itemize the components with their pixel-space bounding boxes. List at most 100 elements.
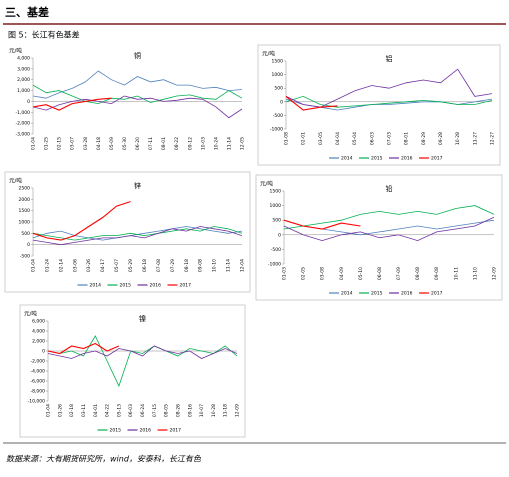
x-tick-label: 03-07 xyxy=(70,137,76,150)
y-tick-label: -1000 xyxy=(268,262,281,268)
series-line xyxy=(47,335,238,388)
x-tick-label: 09-28 xyxy=(438,132,444,145)
y-tick-label: 500 xyxy=(21,231,30,237)
x-tick-label: 02-15 xyxy=(57,137,63,150)
legend-label: 2015 xyxy=(371,291,383,297)
series-line xyxy=(32,226,243,241)
y-tick-label: 2,000 xyxy=(17,77,30,83)
y-tick-label: 0 xyxy=(278,232,281,238)
x-tick-label: 01-04 xyxy=(46,404,52,417)
x-tick-label: 08-26 xyxy=(175,404,181,417)
x-tick-label: 02-14 xyxy=(58,259,64,272)
x-tick-label: 01-04 xyxy=(31,137,37,150)
x-tick-label: 12-05 xyxy=(240,137,246,150)
x-tick-label: 12-04 xyxy=(240,259,246,272)
x-tick-label: 05-07 xyxy=(114,259,120,272)
y-axis-label: 元/吨 xyxy=(9,47,22,55)
x-tick-label: 03-26 xyxy=(86,259,92,272)
x-tick-label: 03-08 xyxy=(320,267,326,280)
series-line xyxy=(285,68,493,108)
series-line xyxy=(285,95,493,108)
legend-label: 2014 xyxy=(341,156,353,162)
x-tick-label: 08-01 xyxy=(161,137,167,150)
y-tick-label: -8,000 xyxy=(30,389,45,395)
x-tick-label: 09-08 xyxy=(198,259,204,272)
x-tick-label: 09-08 xyxy=(434,267,440,280)
y-tick-label: -3,000 xyxy=(15,132,30,138)
x-tick-label: 11-14 xyxy=(226,259,232,272)
series-line xyxy=(32,201,131,241)
y-tick-label: -10,000 xyxy=(28,399,46,405)
y-tick-label: 2500 xyxy=(19,186,31,192)
x-tick-label: 09-12 xyxy=(187,137,193,150)
y-tick-label: 1000 xyxy=(270,203,282,209)
chart-panel: 元/吨铝 -1000 -500 0 500 1000 1500 01-08 02-01 03-05… xyxy=(257,44,501,166)
y-axis-label: 元/吨 xyxy=(9,177,22,185)
chart-title: 铅 xyxy=(386,184,393,193)
legend-label: 2017 xyxy=(170,428,182,434)
x-tick-label: 12-09 xyxy=(492,267,498,280)
y-tick-label: 1,000 xyxy=(17,88,30,94)
legend-label: 2015 xyxy=(120,283,132,289)
y-tick-label: 1500 xyxy=(272,59,284,65)
y-tick-label: -2,000 xyxy=(15,121,30,127)
x-tick-label: 04-17 xyxy=(100,259,106,272)
series-line xyxy=(285,95,338,111)
y-tick-label: 3,000 xyxy=(17,66,30,72)
y-tick-label: -500 xyxy=(273,113,283,119)
x-tick-label: 01-24 xyxy=(44,259,50,272)
x-tick-label: 07-15 xyxy=(152,404,158,417)
x-tick-label: 10-07 xyxy=(199,404,205,417)
x-tick-label: 04-22 xyxy=(105,404,111,417)
x-tick-label: 10-11 xyxy=(453,267,459,280)
y-tick-label: 0 xyxy=(42,349,45,355)
panel-frame xyxy=(19,304,246,438)
x-tick-label: 08-01 xyxy=(404,132,410,145)
x-tick-label: 08-08 xyxy=(415,267,421,280)
x-tick-label: 05-13 xyxy=(116,404,122,417)
legend-label: 2016 xyxy=(140,428,152,434)
y-tick-label: 500 xyxy=(274,86,283,92)
legend-label: 2017 xyxy=(431,291,443,297)
x-tick-label: 07-03 xyxy=(387,132,393,145)
x-tick-label: 06-24 xyxy=(140,404,146,417)
y-tick-label: 1500 xyxy=(270,189,282,195)
series-line xyxy=(283,205,495,230)
y-tick-label: 2000 xyxy=(19,197,31,203)
y-tick-label: 4,000 xyxy=(17,56,30,62)
x-tick-label: 01-26 xyxy=(57,404,63,417)
series-line xyxy=(32,70,243,99)
x-tick-label: 06-03 xyxy=(369,132,375,145)
series-line xyxy=(32,95,243,119)
x-tick-label: 11-10 xyxy=(472,267,478,280)
panel-frame xyxy=(257,44,501,166)
x-tick-label: 03-05 xyxy=(318,132,324,145)
series-line xyxy=(283,219,361,230)
x-tick-label: 09-16 xyxy=(187,404,193,417)
x-tick-label: 08-22 xyxy=(174,137,180,150)
x-tick-label: 08-29 xyxy=(421,132,427,145)
x-tick-label: 01-04 xyxy=(31,259,37,272)
x-tick-label: 03-28 xyxy=(83,137,89,150)
panel-frame xyxy=(4,171,251,293)
legend-label: 2016 xyxy=(401,291,413,297)
x-tick-label: 02-18 xyxy=(69,404,75,417)
y-tick-label: 0 xyxy=(280,99,283,105)
section-title: 三、基差 xyxy=(5,5,49,19)
x-tick-label: 04-04 xyxy=(335,132,341,145)
x-tick-label: 06-20 xyxy=(135,137,141,150)
x-tick-label: 04-01 xyxy=(93,404,99,417)
series-line xyxy=(32,84,243,105)
chart-title: 铝 xyxy=(386,54,393,63)
x-tick-label: 11-14 xyxy=(226,137,232,150)
x-tick-label: 07-09 xyxy=(396,267,402,280)
x-tick-label: 07-08 xyxy=(156,259,162,272)
x-tick-label: 01-08 xyxy=(284,132,290,145)
x-tick-label: 02-01 xyxy=(301,132,307,145)
x-tick-label: 08-05 xyxy=(164,404,170,417)
series-line xyxy=(47,342,120,355)
y-tick-label: -4,000 xyxy=(30,369,45,375)
y-axis-label: 元/吨 xyxy=(24,310,37,318)
y-tick-label: -2,000 xyxy=(30,359,45,365)
